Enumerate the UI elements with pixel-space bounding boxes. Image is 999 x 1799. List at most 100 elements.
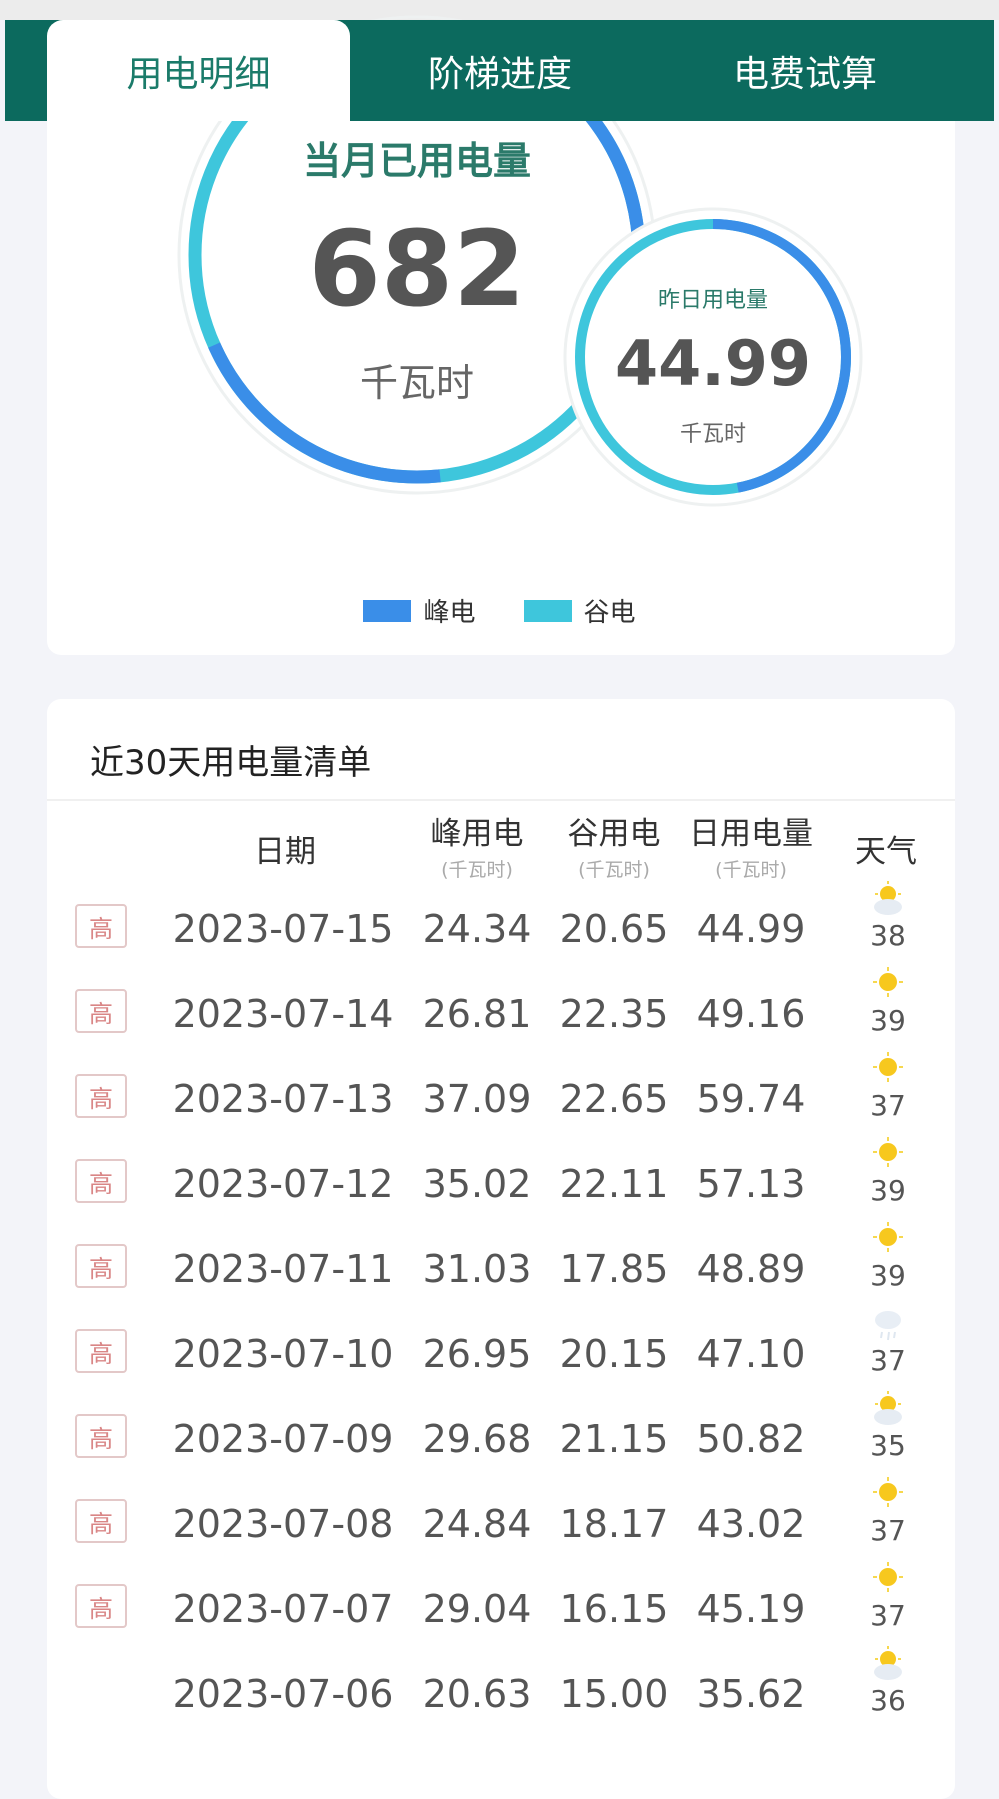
row-temperature: 36: [870, 1684, 906, 1717]
weather-sun-icon: [873, 1052, 903, 1082]
status-strip: [0, 0, 999, 20]
table-row[interactable]: 高 2023-07-09 29.68 21.15 50.82 35: [47, 1391, 955, 1480]
high-usage-badge: 高: [75, 904, 127, 948]
row-date: 2023-07-08: [172, 1502, 394, 1546]
row-peak: 29.04: [422, 1587, 532, 1631]
row-temperature: 35: [870, 1429, 906, 1462]
legend-swatch-peak: [363, 599, 412, 622]
row-temperature: 37: [870, 1599, 906, 1632]
legend-label-valley: 谷电: [583, 598, 636, 628]
legend: 峰电 谷电: [0, 592, 999, 629]
weather-sun-icon: [873, 1222, 903, 1252]
legend-label-peak: 峰电: [423, 598, 476, 628]
row-valley: 18.17: [559, 1502, 669, 1546]
header-daily: 日用电量 (千瓦时): [689, 808, 813, 882]
usage-rings: [177, 15, 863, 507]
high-usage-badge: 高: [75, 1414, 127, 1458]
row-daily: 59.74: [696, 1077, 806, 1121]
weather-sun-cloud-icon: [874, 1391, 902, 1425]
row-peak: 29.68: [422, 1417, 532, 1461]
header-unit: (千瓦时): [441, 859, 513, 881]
row-valley: 22.11: [559, 1162, 669, 1206]
tab-tier-progress[interactable]: 阶梯进度: [350, 20, 650, 121]
row-daily: 48.89: [696, 1247, 806, 1291]
weather-sun-icon: [873, 1562, 903, 1592]
row-temperature: 39: [870, 1004, 906, 1037]
row-valley: 20.65: [559, 907, 669, 951]
yesterday-ring: [563, 207, 863, 507]
header-daily-label: 日用电量: [689, 816, 813, 852]
row-date: 2023-07-12: [172, 1162, 394, 1206]
month-usage-value: 682: [308, 208, 526, 330]
header-peak-label: 峰用电: [430, 816, 524, 852]
weather-sun-icon: [873, 1477, 903, 1507]
high-usage-badge: 高: [75, 1584, 127, 1628]
month-usage-unit: 千瓦时: [359, 361, 475, 405]
table-row[interactable]: 高 2023-07-08 24.84 18.17 43.02 37: [47, 1477, 955, 1565]
row-temperature: 37: [870, 1514, 906, 1547]
header-valley-label: 谷用电: [567, 816, 661, 852]
row-date: 2023-07-13: [172, 1077, 394, 1121]
tab-label: 电费试算: [732, 53, 877, 95]
row-daily: 49.16: [696, 992, 806, 1036]
row-date: 2023-07-14: [172, 992, 394, 1036]
tab-fee-calculator[interactable]: 电费试算: [650, 20, 960, 121]
row-daily: 47.10: [696, 1332, 806, 1376]
table-row[interactable]: 高 2023-07-13 37.09 22.65 59.74 37: [47, 1052, 955, 1140]
row-peak: 20.63: [422, 1672, 532, 1716]
row-temperature: 37: [870, 1344, 906, 1377]
yesterday-usage-title: 昨日用电量: [657, 288, 769, 313]
row-daily: 44.99: [696, 907, 806, 951]
row-date: 2023-07-11: [172, 1247, 394, 1291]
divider: [47, 799, 955, 801]
row-date: 2023-07-06: [172, 1672, 394, 1716]
header-valley: 谷用电 (千瓦时): [568, 808, 661, 882]
row-peak: 24.84: [422, 1502, 532, 1546]
yesterday-usage-unit: 千瓦时: [679, 422, 747, 447]
header-weather: 天气: [855, 834, 917, 870]
table-row[interactable]: 高 2023-07-15 24.34 20.65 44.99 38: [47, 881, 955, 970]
weather-cloud-rain-icon: [875, 1311, 901, 1341]
row-valley: 17.85: [559, 1247, 669, 1291]
high-usage-badge: 高: [75, 1499, 127, 1543]
high-usage-badge: 高: [75, 1159, 127, 1203]
row-valley: 16.15: [559, 1587, 669, 1631]
row-date: 2023-07-09: [172, 1417, 394, 1461]
row-peak: 35.02: [422, 1162, 532, 1206]
row-daily: 45.19: [696, 1587, 806, 1631]
tab-label: 用电明细: [126, 53, 271, 95]
legend-swatch-valley: [523, 599, 572, 622]
table-row[interactable]: 高 2023-07-10 26.95 20.15 47.10 37: [47, 1310, 955, 1395]
weather-sun-cloud-icon: [874, 1646, 902, 1680]
row-valley: 22.35: [559, 992, 669, 1036]
weather-sun-cloud-icon: [874, 881, 902, 915]
header-peak: 峰用电 (千瓦时): [431, 808, 524, 882]
row-daily: 43.02: [696, 1502, 806, 1546]
weather-sun-icon: [873, 1137, 903, 1167]
row-daily: 50.82: [696, 1417, 806, 1461]
row-daily: 57.13: [696, 1162, 806, 1206]
header-unit: (千瓦时): [578, 859, 650, 881]
table-row[interactable]: 高 2023-07-07 29.04 16.15 45.19 37: [47, 1562, 955, 1650]
row-date: 2023-07-15: [172, 907, 394, 951]
row-date: 2023-07-10: [172, 1332, 394, 1376]
month-usage-title: 当月已用电量: [302, 139, 532, 183]
table-row[interactable]: 高 2023-07-11 31.03 17.85 48.89 39: [47, 1222, 955, 1310]
row-peak: 24.34: [422, 907, 532, 951]
tab-label: 阶梯进度: [427, 53, 572, 95]
list-title: 近30天用电量清单: [90, 743, 372, 783]
row-valley: 15.00: [559, 1672, 669, 1716]
row-valley: 20.15: [559, 1332, 669, 1376]
tab-usage-detail[interactable]: 用电明细: [47, 20, 350, 121]
row-temperature: 39: [870, 1259, 906, 1292]
table-row[interactable]: 高 2023-07-12 35.02 22.11 57.13 39: [47, 1137, 955, 1225]
table-row[interactable]: 2023-07-06 20.63 15.00 35.62 36: [47, 1646, 955, 1735]
row-temperature: 37: [870, 1089, 906, 1122]
row-temperature: 38: [870, 919, 906, 952]
table-row[interactable]: 高 2023-07-14 26.81 22.35 49.16 39: [47, 967, 955, 1055]
header-unit: (千瓦时): [715, 859, 787, 881]
row-peak: 37.09: [422, 1077, 532, 1121]
row-peak: 26.95: [422, 1332, 532, 1376]
yesterday-usage-value: 44.99: [614, 327, 812, 400]
row-valley: 21.15: [559, 1417, 669, 1461]
